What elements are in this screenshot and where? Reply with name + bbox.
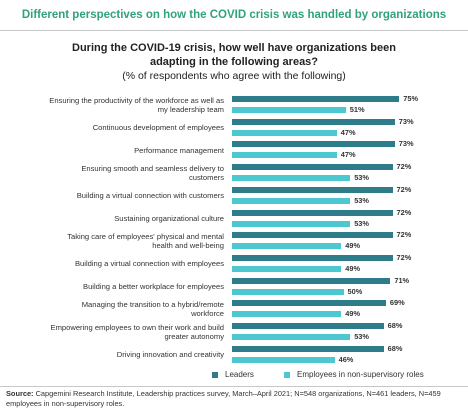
category-label: Continuous development of employees <box>92 123 224 133</box>
bar <box>232 311 342 318</box>
legend-swatch <box>284 372 290 378</box>
bar <box>232 300 386 307</box>
value-label: 75% <box>403 94 419 103</box>
chart-subtitle: (% of respondents who agree with the fol… <box>122 70 346 82</box>
category-label: Ensuring smooth and seamless delivery to… <box>81 164 224 183</box>
source-text: Capgemini Research Institute, Leadership… <box>6 389 441 408</box>
value-label: 49% <box>345 263 361 273</box>
bar <box>232 334 351 340</box>
value-label: 68% <box>387 343 403 353</box>
bar <box>232 129 337 136</box>
bar <box>232 141 395 148</box>
value-label: 72% <box>396 252 412 262</box>
value-label: 73% <box>398 139 414 149</box>
bar <box>232 345 384 352</box>
value-label: 47% <box>340 150 356 160</box>
legend-label: Leaders <box>225 370 254 379</box>
value-label: 72% <box>396 184 412 194</box>
value-label: 49% <box>345 309 361 319</box>
bar <box>232 356 335 363</box>
category-label: Empowering employees to own their work a… <box>50 323 224 341</box>
bar <box>232 243 342 250</box>
value-label: 73% <box>398 116 414 126</box>
category-label: Sustaining organizational culture <box>114 214 224 223</box>
category-label: Driving innovation and creativity <box>116 350 224 360</box>
bar <box>232 277 391 284</box>
value-label: 69% <box>389 298 405 308</box>
divider <box>0 30 468 31</box>
bar <box>232 288 344 295</box>
value-label: 72% <box>396 230 412 240</box>
value-label: 72% <box>396 207 412 217</box>
value-label: 68% <box>387 321 403 330</box>
category-label: Building a virtual connection with emplo… <box>74 259 224 269</box>
value-label: 46% <box>338 354 354 364</box>
value-label: 53% <box>354 195 369 205</box>
source-note: Source: Capgemini Research Institute, Le… <box>6 389 462 409</box>
bar <box>232 175 351 182</box>
value-label: 51% <box>349 105 365 114</box>
legend-swatch <box>212 372 218 378</box>
bar <box>232 254 393 261</box>
bar <box>232 197 351 204</box>
bar <box>232 164 393 171</box>
header: Different perspectives on how the COVID … <box>21 9 447 21</box>
category-label: Building a virtual connection with custo… <box>76 191 224 201</box>
value-label: 53% <box>354 173 369 183</box>
value-label: 71% <box>394 275 410 285</box>
bar <box>232 209 393 216</box>
bar <box>232 323 384 329</box>
category-label: Managing the transition to a hybrid/remo… <box>81 300 224 319</box>
value-label: 53% <box>354 332 369 341</box>
category-label: Performance management <box>134 145 224 155</box>
value-label: 50% <box>347 286 363 296</box>
value-label: 49% <box>345 241 361 251</box>
value-label: 47% <box>340 127 356 137</box>
bar <box>232 107 346 113</box>
bar <box>232 265 342 272</box>
category-label: Taking care of employees' physical and m… <box>67 232 224 251</box>
chart-title: During the COVID-19 crisis, how well hav… <box>72 42 396 68</box>
legend-label: Employees in non-supervisory roles <box>297 370 424 379</box>
bar <box>232 152 337 159</box>
bar <box>232 232 393 239</box>
category-label: Ensuring the productivity of the workfor… <box>49 96 224 114</box>
value-label: 53% <box>354 218 369 228</box>
bar <box>232 220 351 227</box>
value-label: 72% <box>396 162 412 172</box>
source-label: Source: <box>6 389 34 398</box>
bar <box>232 186 393 193</box>
bar <box>232 118 395 125</box>
bar <box>232 96 400 102</box>
category-label: Building a better workplace for employee… <box>83 282 224 292</box>
divider <box>0 386 468 387</box>
